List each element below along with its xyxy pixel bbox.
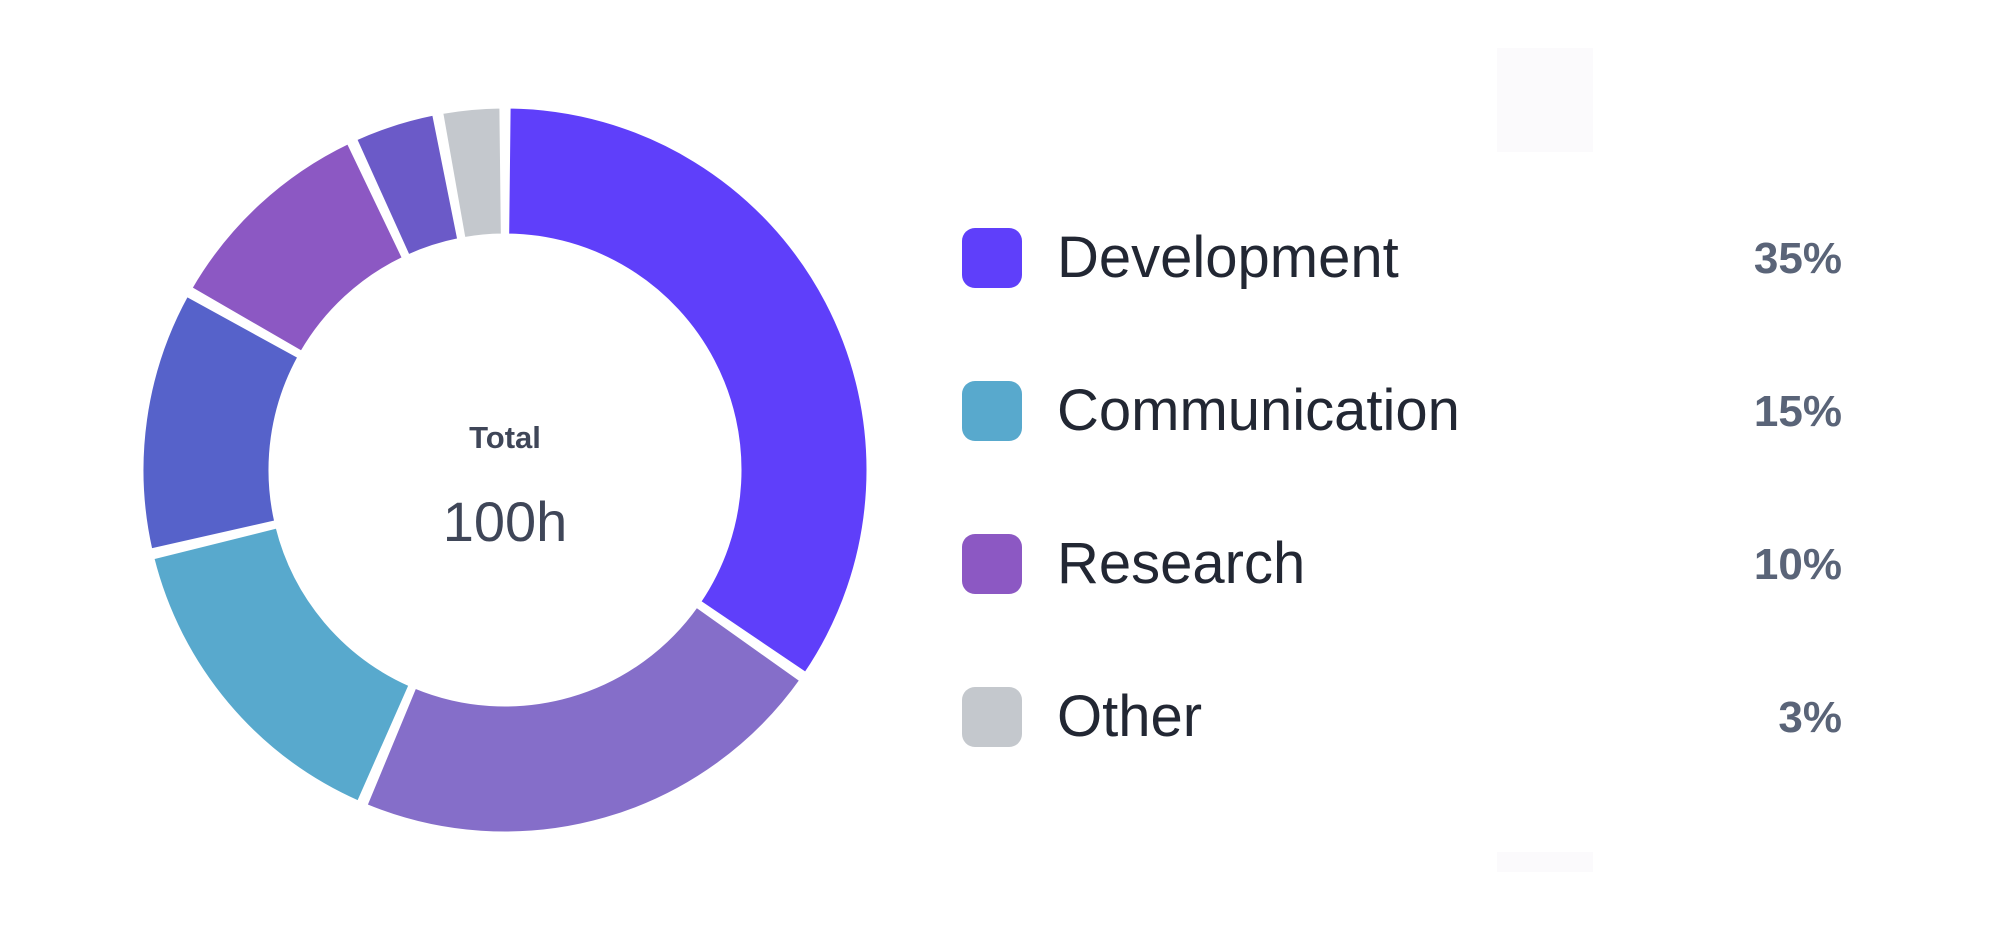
donut-slice-4[interactable] <box>189 141 405 354</box>
legend-item-development[interactable]: Development 35% <box>962 220 1842 373</box>
legend-swatch <box>962 534 1022 594</box>
center-title: Total <box>469 420 541 455</box>
donut-slice-3[interactable] <box>140 293 301 552</box>
legend-percent: 15% <box>1753 387 1842 436</box>
faint-background-block <box>1497 48 1593 152</box>
center-value: 100h <box>443 490 568 553</box>
donut-slice-6[interactable] <box>440 105 504 241</box>
legend-item-other[interactable]: Other 3% <box>962 679 1842 832</box>
legend-label: Development <box>1057 225 1399 290</box>
legend-percent: 35% <box>1753 234 1842 283</box>
legend-label: Communication <box>1057 378 1460 443</box>
donut-slices <box>140 105 870 835</box>
legend-item-research[interactable]: Research 10% <box>962 526 1842 679</box>
legend-percent: 10% <box>1753 540 1842 589</box>
legend-label: Research <box>1057 531 1306 596</box>
donut-slice-1[interactable] <box>364 604 803 835</box>
donut-slice-0[interactable] <box>506 105 870 676</box>
legend-swatch <box>962 687 1022 747</box>
donut-slice-5[interactable] <box>354 112 461 258</box>
faint-background-block <box>1497 852 1593 872</box>
legend: Development 35% Communication 15% Resear… <box>962 220 1842 832</box>
legend-label: Other <box>1057 684 1203 749</box>
legend-swatch <box>962 381 1022 441</box>
legend-swatch <box>962 228 1022 288</box>
donut-slice-2[interactable] <box>151 525 412 804</box>
legend-percent: 3% <box>1778 693 1842 742</box>
legend-item-communication[interactable]: Communication 15% <box>962 373 1842 526</box>
